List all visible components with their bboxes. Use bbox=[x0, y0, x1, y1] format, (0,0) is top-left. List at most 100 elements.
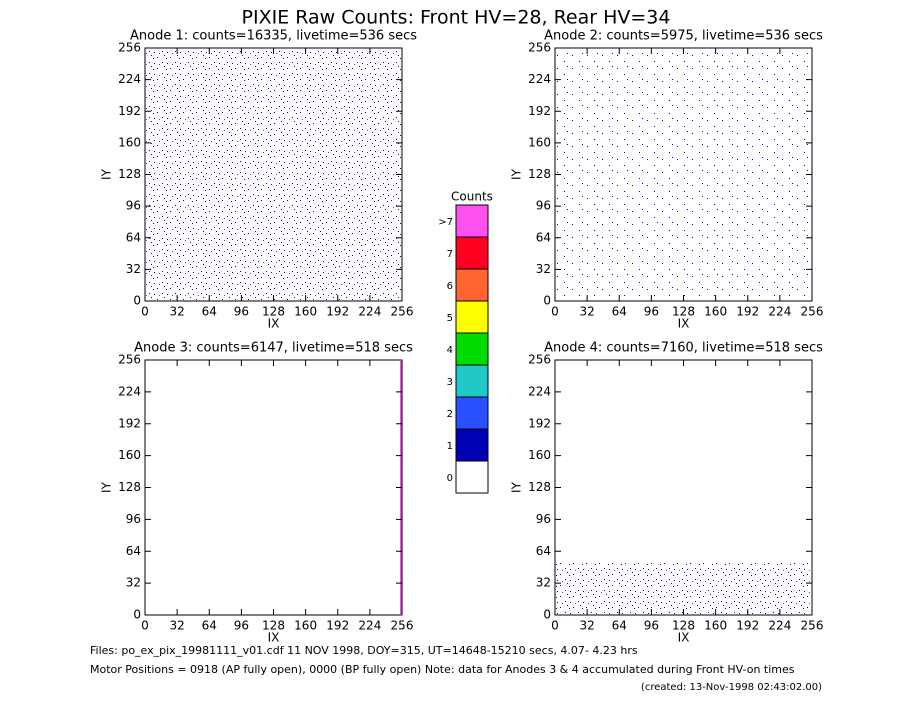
colorbar-title: Counts bbox=[451, 190, 493, 204]
y-tick-label: 128 bbox=[118, 167, 141, 181]
colorbar-label: 5 bbox=[447, 313, 453, 324]
x-tick-label: 0 bbox=[551, 619, 559, 633]
panel-title: Anode 2: counts=5975, livetime=536 secs bbox=[544, 29, 823, 44]
y-tick-label: 192 bbox=[118, 416, 141, 430]
y-tick-label: 224 bbox=[528, 72, 551, 86]
y-tick-label: 64 bbox=[126, 544, 141, 558]
y-tick-label: 128 bbox=[118, 480, 141, 494]
x-tick-label: 160 bbox=[294, 305, 317, 319]
y-tick-label: 160 bbox=[528, 448, 551, 462]
y-tick-label: 64 bbox=[536, 544, 551, 558]
x-tick-label: 32 bbox=[579, 305, 594, 319]
x-axis-label: IX bbox=[678, 317, 690, 331]
colorbar-label: 7 bbox=[447, 249, 453, 260]
y-tick-label: 192 bbox=[118, 104, 141, 118]
x-tick-label: 224 bbox=[358, 305, 381, 319]
colorbar-label: 6 bbox=[447, 281, 453, 292]
y-tick-label: 32 bbox=[536, 576, 551, 590]
y-tick-label: 64 bbox=[126, 230, 141, 244]
panel-title: Anode 4: counts=7160, livetime=518 secs bbox=[544, 341, 823, 356]
x-tick-label: 0 bbox=[141, 619, 149, 633]
colorbar-label: 0 bbox=[447, 473, 453, 484]
x-tick-label: 160 bbox=[294, 619, 317, 633]
colorbar-box bbox=[455, 396, 489, 430]
x-tick-label: 128 bbox=[262, 619, 285, 633]
x-axis-label: IX bbox=[268, 317, 280, 331]
y-tick-label: 32 bbox=[536, 262, 551, 276]
y-axis-label: IY bbox=[510, 168, 524, 180]
figure-title: PIXIE Raw Counts: Front HV=28, Rear HV=3… bbox=[242, 7, 671, 29]
x-tick-label: 256 bbox=[391, 619, 414, 633]
y-tick-label: 96 bbox=[126, 512, 141, 526]
x-tick-label: 192 bbox=[736, 305, 759, 319]
x-tick-label: 224 bbox=[768, 305, 791, 319]
pixel-texture bbox=[146, 49, 401, 300]
y-tick-label: 0 bbox=[133, 294, 141, 308]
pixel-texture bbox=[556, 49, 811, 300]
x-tick-label: 256 bbox=[801, 305, 824, 319]
y-tick-label: 160 bbox=[118, 448, 141, 462]
x-tick-label: 0 bbox=[141, 305, 149, 319]
x-tick-label: 64 bbox=[612, 305, 627, 319]
x-tick-label: 0 bbox=[551, 305, 559, 319]
x-tick-label: 160 bbox=[704, 305, 727, 319]
plot-frame bbox=[144, 359, 403, 616]
y-tick-label: 224 bbox=[528, 384, 551, 398]
y-tick-label: 0 bbox=[133, 608, 141, 622]
footer-created: (created: 13-Nov-1998 02:43:02.00) bbox=[641, 682, 822, 693]
x-tick-label: 64 bbox=[612, 619, 627, 633]
panel-title: Anode 3: counts=6147, livetime=518 secs bbox=[134, 341, 413, 356]
colorbar-box bbox=[455, 300, 489, 334]
x-tick-label: 256 bbox=[801, 619, 824, 633]
x-tick-label: 64 bbox=[202, 305, 217, 319]
y-tick-label: 96 bbox=[536, 199, 551, 213]
y-tick-label: 32 bbox=[126, 576, 141, 590]
y-tick-label: 224 bbox=[118, 72, 141, 86]
panel-title: Anode 1: counts=16335, livetime=536 secs bbox=[130, 29, 417, 44]
y-axis-label: IY bbox=[100, 168, 114, 180]
colorbar-box bbox=[455, 204, 489, 238]
y-tick-label: 0 bbox=[543, 294, 551, 308]
y-tick-label: 32 bbox=[126, 262, 141, 276]
y-axis-label: IY bbox=[100, 481, 114, 493]
y-tick-label: 160 bbox=[118, 135, 141, 149]
x-tick-label: 96 bbox=[234, 619, 249, 633]
x-tick-label: 64 bbox=[202, 619, 217, 633]
x-tick-label: 96 bbox=[644, 619, 659, 633]
y-tick-label: 192 bbox=[528, 416, 551, 430]
y-tick-label: 256 bbox=[528, 41, 551, 55]
colorbar-label: 3 bbox=[447, 377, 453, 388]
colorbar-box bbox=[455, 460, 489, 494]
x-tick-label: 192 bbox=[736, 619, 759, 633]
colorbar-box bbox=[455, 428, 489, 462]
x-axis-label: IX bbox=[678, 631, 690, 645]
x-tick-label: 96 bbox=[234, 305, 249, 319]
y-tick-label: 64 bbox=[536, 230, 551, 244]
x-tick-label: 32 bbox=[169, 305, 184, 319]
y-tick-label: 0 bbox=[543, 608, 551, 622]
footer-files: Files: po_ex_pix_19981111_v01.cdf 11 NOV… bbox=[90, 644, 638, 657]
x-tick-label: 224 bbox=[358, 619, 381, 633]
colorbar-box bbox=[455, 332, 489, 366]
y-tick-label: 256 bbox=[118, 353, 141, 367]
x-tick-label: 32 bbox=[579, 619, 594, 633]
colorbar-label: >7 bbox=[438, 217, 453, 228]
x-tick-label: 128 bbox=[672, 619, 695, 633]
x-tick-label: 128 bbox=[262, 305, 285, 319]
colorbar-box bbox=[455, 268, 489, 302]
x-tick-label: 96 bbox=[644, 305, 659, 319]
x-tick-label: 32 bbox=[169, 619, 184, 633]
y-axis-label: IY bbox=[510, 481, 524, 493]
colorbar-label: 1 bbox=[447, 441, 453, 452]
x-tick-label: 192 bbox=[326, 619, 349, 633]
pixel-texture bbox=[556, 562, 811, 614]
x-tick-label: 224 bbox=[768, 619, 791, 633]
footer-motor: Motor Positions = 0918 (AP fully open), … bbox=[90, 663, 795, 676]
y-tick-label: 224 bbox=[118, 384, 141, 398]
x-tick-label: 128 bbox=[672, 305, 695, 319]
x-tick-label: 192 bbox=[326, 305, 349, 319]
y-tick-label: 128 bbox=[528, 167, 551, 181]
x-tick-label: 160 bbox=[704, 619, 727, 633]
x-tick-label: 256 bbox=[391, 305, 414, 319]
